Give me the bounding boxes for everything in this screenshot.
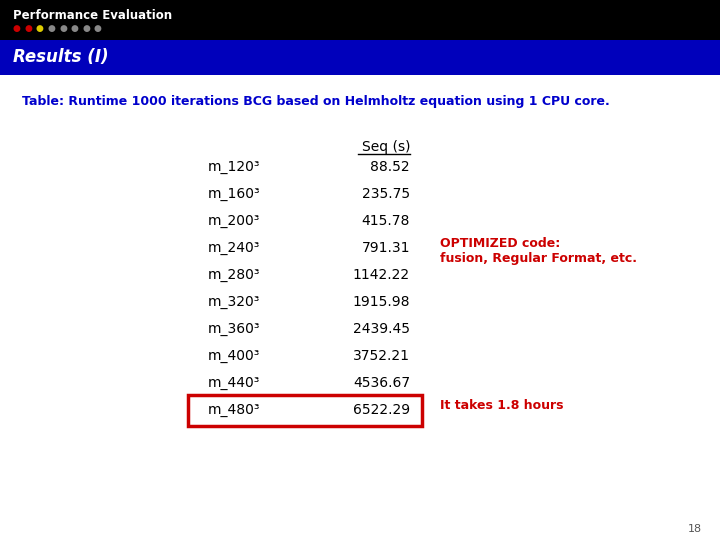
Text: ●: ● xyxy=(71,24,78,33)
Text: Performance Evaluation: Performance Evaluation xyxy=(13,9,172,22)
Text: 4536.67: 4536.67 xyxy=(353,376,410,390)
Text: ●: ● xyxy=(48,24,55,33)
Text: Results (I): Results (I) xyxy=(13,49,109,66)
Text: 1142.22: 1142.22 xyxy=(353,268,410,282)
Text: ●: ● xyxy=(94,24,102,33)
Text: m_440³: m_440³ xyxy=(207,376,260,390)
Text: 88.52: 88.52 xyxy=(370,160,410,174)
Text: Seq (s): Seq (s) xyxy=(361,140,410,154)
Text: OPTIMIZED code:
fusion, Regular Format, etc.: OPTIMIZED code: fusion, Regular Format, … xyxy=(440,237,637,265)
Text: 235.75: 235.75 xyxy=(362,187,410,201)
Text: 791.31: 791.31 xyxy=(361,241,410,255)
Text: m_480³: m_480³ xyxy=(207,403,260,417)
Text: ●: ● xyxy=(13,24,21,33)
Text: m_360³: m_360³ xyxy=(207,322,260,336)
Text: 2439.45: 2439.45 xyxy=(353,322,410,336)
Text: It takes 1.8 hours: It takes 1.8 hours xyxy=(440,399,564,412)
Text: ●: ● xyxy=(59,24,67,33)
Text: m_320³: m_320³ xyxy=(207,295,260,309)
Text: m_280³: m_280³ xyxy=(207,268,260,282)
Text: ●: ● xyxy=(82,24,90,33)
Text: 6522.29: 6522.29 xyxy=(353,403,410,417)
Text: 1915.98: 1915.98 xyxy=(353,295,410,309)
Text: 415.78: 415.78 xyxy=(361,214,410,228)
Text: 3752.21: 3752.21 xyxy=(353,349,410,363)
Text: m_240³: m_240³ xyxy=(207,241,260,255)
Text: ●: ● xyxy=(24,24,32,33)
Text: m_200³: m_200³ xyxy=(207,214,260,228)
Text: 18: 18 xyxy=(688,524,702,534)
Text: m_120³: m_120³ xyxy=(207,160,260,174)
Text: ●: ● xyxy=(36,24,44,33)
Text: m_400³: m_400³ xyxy=(207,349,260,363)
Text: Table: Runtime 1000 iterations BCG based on Helmholtz equation using 1 CPU core.: Table: Runtime 1000 iterations BCG based… xyxy=(22,95,610,108)
Text: m_160³: m_160³ xyxy=(207,187,260,201)
